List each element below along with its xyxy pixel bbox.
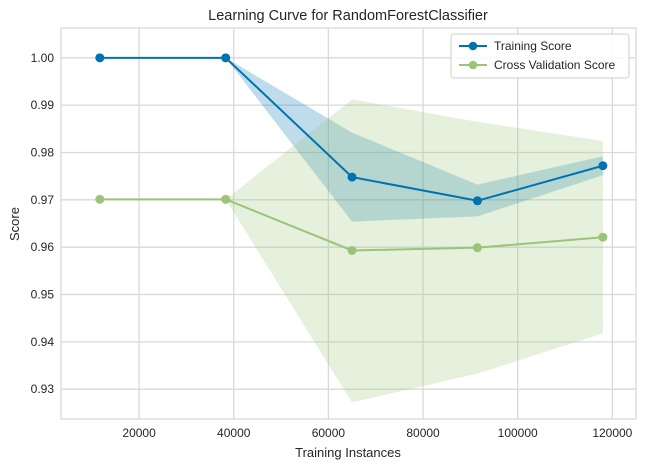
legend-label-training: Training Score	[494, 39, 572, 53]
chart-title: Learning Curve for RandomForestClassifie…	[208, 8, 488, 24]
y-tick-label: 0.94	[31, 335, 55, 349]
y-tick-label: 0.95	[31, 288, 55, 302]
cross-validation-score-point	[598, 232, 608, 242]
cross-validation-score-point	[95, 194, 105, 204]
y-tick-label: 0.93	[31, 382, 55, 396]
cross-validation-score-point	[221, 194, 231, 204]
y-tick-label: 1.00	[31, 51, 55, 65]
y-tick-label: 0.96	[31, 240, 55, 254]
plot-area	[60, 27, 637, 420]
training-score-point	[347, 172, 357, 182]
x-axis-label: Training Instances	[295, 445, 401, 460]
legend-box	[450, 33, 630, 79]
x-tick-label: 120000	[592, 426, 632, 440]
training-score-point	[95, 53, 105, 63]
y-tick-label: 0.98	[31, 145, 55, 159]
legend-marker-training	[468, 41, 478, 51]
series-points	[95, 53, 608, 255]
y-axis-label: Score	[7, 207, 22, 241]
cross-validation-score-point	[347, 245, 357, 255]
x-tick-label: 60000	[312, 426, 346, 440]
training-score-band	[99, 57, 603, 222]
y-tick-labels: 0.93 0.94 0.95 0.96 0.97 0.98 0.99 1.00	[31, 51, 55, 396]
training-score-point	[472, 196, 482, 206]
training-score-point	[221, 53, 231, 63]
legend-label-cv: Cross Validation Score	[494, 58, 615, 72]
legend-marker-cv	[468, 60, 478, 70]
y-tick-label: 0.97	[31, 193, 55, 207]
x-tick-label: 40000	[217, 426, 251, 440]
x-tick-label: 100000	[498, 426, 538, 440]
x-tick-labels: 20000 40000 60000 80000 100000 120000	[122, 426, 632, 440]
y-tick-label: 0.99	[31, 98, 55, 112]
x-tick-label: 20000	[122, 426, 156, 440]
x-tick-label: 80000	[406, 426, 440, 440]
legend: Training Score Cross Validation Score	[450, 33, 630, 79]
training-score-point	[598, 161, 608, 171]
cross-validation-score-point	[472, 243, 482, 253]
